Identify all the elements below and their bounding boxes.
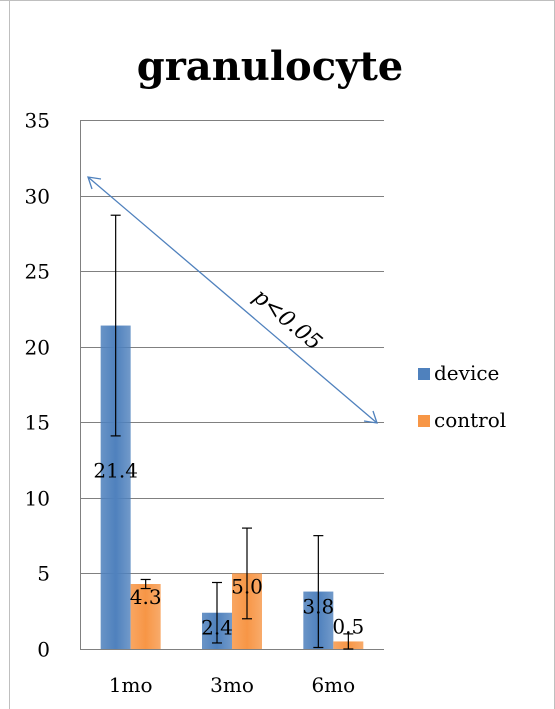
x-tick-label: 3mo xyxy=(210,673,254,697)
legend: device control xyxy=(418,361,506,432)
error-bar-device-3mo xyxy=(212,581,222,644)
y-tick-label: 20 xyxy=(25,336,50,360)
data-label-device-6mo: 3.8 xyxy=(302,595,334,619)
error-bar-control-3mo xyxy=(242,527,252,620)
data-label-device-1mo: 21.4 xyxy=(93,459,138,483)
significance-arrow xyxy=(87,176,378,424)
legend-swatch-device xyxy=(418,368,430,380)
grid-layer xyxy=(80,120,384,574)
significance-arrow-head-end xyxy=(363,410,378,424)
data-label-control-3mo: 5.0 xyxy=(231,574,263,598)
chart-title: granulocyte xyxy=(137,43,404,90)
y-tick-label: 5 xyxy=(37,562,50,586)
x-axis-ticks: 1mo 3mo 6mo xyxy=(109,673,355,697)
data-label-control-6mo: 0.5 xyxy=(332,614,364,638)
y-tick-label: 0 xyxy=(37,638,50,662)
data-label-device-3mo: 2.4 xyxy=(201,616,233,640)
x-tick-label: 1mo xyxy=(109,673,153,697)
y-tick-label: 25 xyxy=(25,260,50,284)
data-label-layer: 21.4 4.3 2.4 5.0 3.80.5 xyxy=(93,459,364,640)
x-tick-label: 6mo xyxy=(311,673,355,697)
significance-arrow-line xyxy=(87,176,378,424)
error-bar-layer xyxy=(110,214,354,650)
legend-label-device: device xyxy=(434,361,499,385)
y-tick-label: 30 xyxy=(25,185,50,209)
y-tick-label: 10 xyxy=(25,487,50,511)
bar-control-1mo xyxy=(130,584,161,649)
y-tick-label: 35 xyxy=(25,109,50,133)
error-bar-device-1mo xyxy=(110,214,121,437)
legend-swatch-control xyxy=(418,415,430,427)
legend-label-control: control xyxy=(434,408,506,432)
y-tick-label: 15 xyxy=(25,411,50,435)
data-label-control-1mo: 4.3 xyxy=(130,585,162,609)
error-bar-device-6mo xyxy=(313,535,324,649)
error-bar-control-6mo xyxy=(343,633,354,650)
significance-arrow-head-start xyxy=(87,176,102,190)
y-axis-ticks: 0 5 10 15 20 25 30 35 xyxy=(25,109,50,662)
significance-annotation: p<0.05 xyxy=(248,284,327,356)
error-bar-control-1mo xyxy=(140,578,151,590)
